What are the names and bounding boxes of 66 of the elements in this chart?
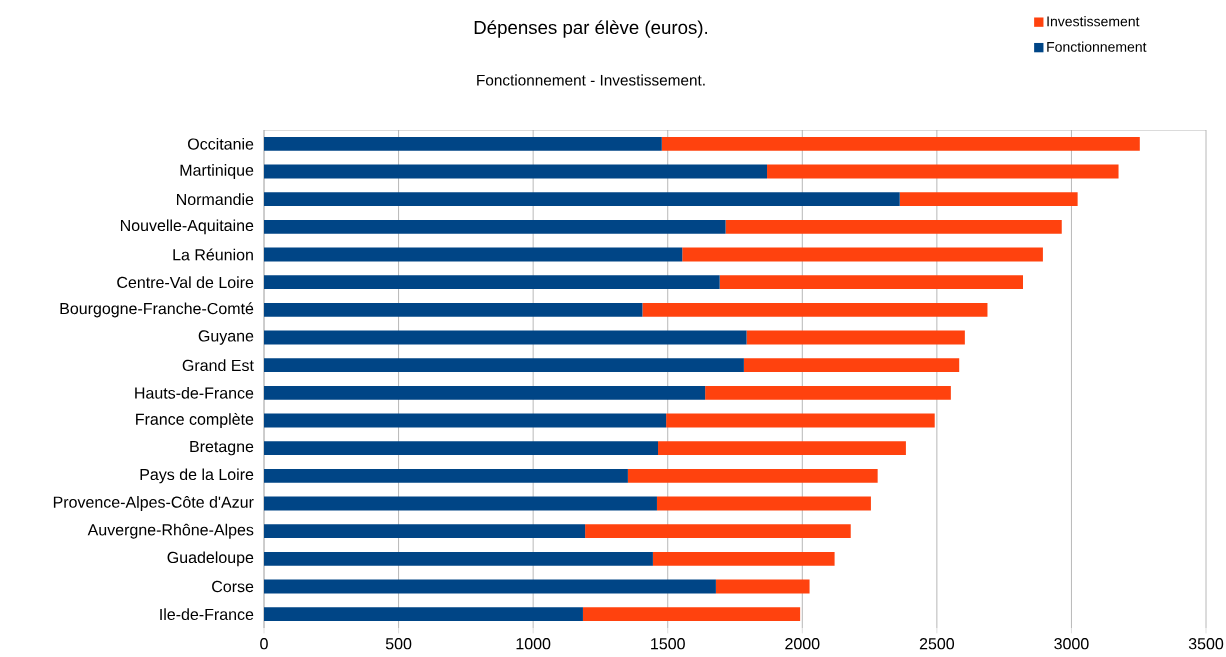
- bar: [656, 496, 871, 511]
- y-tick-label: Nouvelle-Aquitaine: [120, 219, 254, 235]
- legend-label: Investissement: [1047, 16, 1140, 27]
- x-tick-label: 3000: [1054, 638, 1089, 650]
- y-tick-label: Corse: [212, 580, 254, 593]
- x-tick-label: 500: [385, 638, 412, 650]
- y-tick-label: La Réunion: [173, 248, 253, 261]
- y-tick-label: Martinique: [180, 164, 254, 179]
- bar: [264, 468, 628, 483]
- y-tick-label: Auvergne-Rhône-Alpes: [87, 523, 254, 539]
- bar: [264, 136, 662, 151]
- y-tick-label: Bretagne: [190, 441, 254, 456]
- x-tick-label: 2000: [785, 638, 820, 650]
- x-tick-label: 3500: [1188, 638, 1224, 650]
- bar: [585, 524, 851, 539]
- y-tick-label: Normandie: [177, 193, 254, 206]
- bar: [666, 413, 935, 428]
- bar: [715, 579, 810, 594]
- bar: [719, 275, 1023, 290]
- bar: [682, 247, 1043, 262]
- bar: [264, 551, 653, 566]
- bar: [264, 164, 768, 179]
- bar: [264, 579, 716, 594]
- y-tick-label: Grand Est: [182, 359, 254, 372]
- y-tick-label: Pays de la Loire: [140, 468, 254, 484]
- y-tick-label: France complète: [136, 412, 254, 429]
- bar: [652, 551, 835, 566]
- bar: [264, 607, 583, 622]
- legend-label: Fonctionnement: [1047, 41, 1147, 52]
- bar: [264, 192, 900, 207]
- bar: [627, 468, 878, 483]
- y-tick-label: Hauts-de-France: [135, 386, 254, 399]
- bar: [264, 413, 667, 428]
- bar: [705, 385, 951, 400]
- y-tick-label: Provence-Alpes-Côte d'Azur: [53, 496, 254, 511]
- y-tick-label: Centre-Val de Loire: [117, 276, 254, 289]
- bar: [264, 385, 706, 400]
- bar: [658, 441, 906, 456]
- bar: [264, 302, 643, 317]
- bar: [767, 164, 1119, 179]
- bar: [264, 496, 657, 511]
- bar: [582, 607, 801, 622]
- y-tick-label: Bourgogne-Franche-Comté: [60, 302, 254, 318]
- chart-title: Dépenses par élève (euros).: [474, 20, 708, 38]
- bar: [725, 219, 1062, 234]
- bar: [746, 330, 965, 345]
- y-tick-label: Guadeloupe: [167, 551, 254, 567]
- x-tick-label: 2500: [919, 638, 955, 650]
- chart-subtitle: Fonctionnement - Investissement.: [477, 74, 705, 86]
- bar: [743, 358, 960, 373]
- y-tick-label: Occitanie: [188, 137, 254, 150]
- x-tick-label: 0: [260, 638, 268, 650]
- bar: [264, 330, 747, 345]
- bar: [264, 524, 586, 539]
- bar: [642, 302, 988, 317]
- bar: [264, 275, 720, 290]
- bar: [661, 136, 1140, 151]
- x-tick-label: 1000: [516, 638, 551, 650]
- y-tick-label: Guyane: [198, 330, 254, 345]
- x-tick-label: 1500: [651, 638, 685, 650]
- bar: [264, 247, 683, 262]
- bar: [264, 441, 659, 456]
- bar: [899, 192, 1078, 207]
- bar: [264, 219, 726, 234]
- y-tick-label: Ile-de-France: [160, 608, 254, 621]
- bar: [264, 358, 744, 373]
